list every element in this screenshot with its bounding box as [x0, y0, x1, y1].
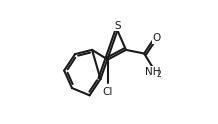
Text: S: S	[114, 21, 121, 31]
Text: O: O	[153, 33, 161, 43]
Text: 2: 2	[157, 70, 162, 79]
Text: Cl: Cl	[103, 87, 113, 97]
Text: NH: NH	[145, 67, 161, 77]
